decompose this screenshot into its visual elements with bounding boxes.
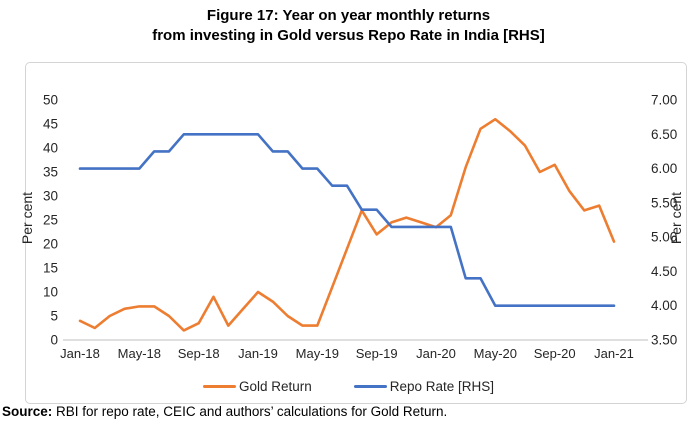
legend-item-gold-return: Gold Return (202, 379, 312, 394)
source-label: Source: (2, 404, 53, 419)
right-axis-tick-label: 5.00 (651, 230, 677, 245)
right-axis-tick-label: 7.00 (651, 93, 677, 108)
repo-rate-line-swatch (353, 384, 387, 389)
right-axis-tick-label: 5.50 (651, 195, 677, 210)
chart-frame (25, 62, 687, 404)
right-axis-tick-label: 6.00 (651, 161, 677, 176)
legend-item-repo-rate: Repo Rate [RHS] (353, 379, 495, 394)
x-axis-tick-label: Sep-19 (356, 346, 398, 361)
left-axis-tick-label: 5 (50, 309, 58, 324)
left-axis-tick-label: 50 (43, 93, 58, 108)
legend-label-gold-return: Gold Return (238, 379, 312, 394)
gold-return-line-swatch (202, 384, 236, 389)
left-axis-tick-label: 30 (43, 189, 58, 204)
x-axis-tick-label: Sep-20 (534, 346, 576, 361)
x-axis-tick-label: Jan-20 (416, 346, 456, 361)
left-axis-tick-label: 0 (50, 333, 58, 348)
x-axis-tick-label: May-18 (118, 346, 161, 361)
figure-title: Figure 17: Year on year monthly returns … (0, 6, 697, 46)
gold-return-line (78, 117, 616, 332)
x-axis-tick-label: Jan-18 (60, 346, 100, 361)
figure-title-line1: Figure 17: Year on year monthly returns (206, 7, 491, 24)
right-axis-title: Per cent (668, 191, 684, 245)
left-axis-tick-label: 25 (43, 213, 58, 228)
left-axis-tick-label: 10 (43, 285, 58, 300)
figure-title-line2: from investing in Gold versus Repo Rate … (152, 27, 545, 44)
source-text: RBI for repo rate, CEIC and authors’ cal… (52, 404, 448, 419)
left-axis-tick-label: 20 (43, 237, 58, 252)
legend-label-repo-rate: Repo Rate [RHS] (389, 379, 495, 394)
right-axis-tick-label: 4.00 (651, 298, 677, 313)
x-axis-tick-label: May-19 (296, 346, 339, 361)
legend: Gold Return Repo Rate [RHS] (0, 379, 697, 394)
right-axis-tick-label: 3.50 (651, 333, 677, 348)
left-axis-title: Per cent (19, 191, 35, 245)
x-axis-tick-label: Sep-18 (178, 346, 220, 361)
left-axis-tick-label: 40 (43, 141, 58, 156)
repo-rate-line (78, 133, 616, 308)
x-axis-tick-label: Jan-21 (594, 346, 634, 361)
source-note: Source: RBI for repo rate, CEIC and auth… (2, 404, 447, 419)
left-axis-tick-label: 15 (43, 261, 58, 276)
left-axis-tick-label: 35 (43, 165, 58, 180)
right-axis-tick-label: 4.50 (651, 264, 677, 279)
left-axis-tick-label: 45 (43, 117, 58, 132)
right-axis-tick-label: 6.50 (651, 127, 677, 142)
x-axis-tick-label: Jan-19 (238, 346, 278, 361)
x-axis-tick-label: May-20 (474, 346, 517, 361)
